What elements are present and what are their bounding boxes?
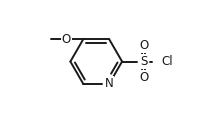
- Text: Cl: Cl: [161, 55, 173, 68]
- Text: N: N: [105, 77, 113, 90]
- Text: O: O: [139, 71, 148, 84]
- Text: O: O: [61, 33, 71, 46]
- Text: O: O: [139, 39, 148, 52]
- Text: S: S: [140, 55, 147, 68]
